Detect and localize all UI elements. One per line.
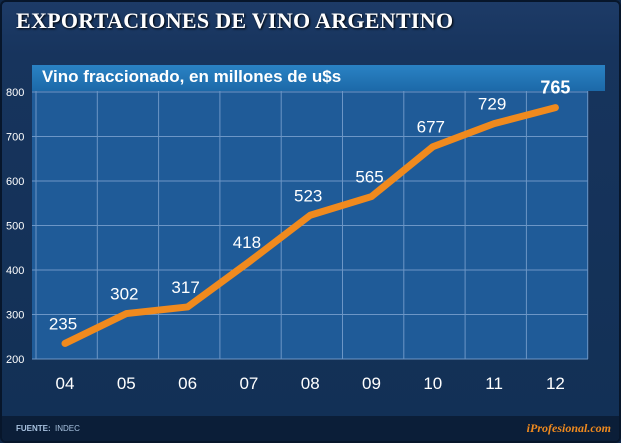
y-tick-label: 400 bbox=[6, 265, 24, 277]
x-axis-ticks: 04 05 06 07 08 09 10 11 12 bbox=[56, 374, 565, 393]
y-tick-label: 200 bbox=[6, 354, 24, 366]
data-label: 565 bbox=[355, 168, 383, 187]
data-label: 418 bbox=[233, 233, 261, 252]
line-chart: 200 300 400 500 600 700 800 04 05 06 07 08 09 10 11 12… bbox=[6, 78, 589, 393]
footer: FUENTE: INDEC iProfesional.com bbox=[2, 416, 619, 441]
y-tick-label: 500 bbox=[6, 221, 24, 233]
data-label: 677 bbox=[417, 118, 445, 137]
y-tick-label: 800 bbox=[6, 87, 24, 99]
chart-title: EXPORTACIONES DE VINO ARGENTINO bbox=[16, 8, 454, 33]
data-label: 235 bbox=[49, 314, 77, 333]
data-label: 302 bbox=[110, 285, 138, 304]
y-tick-label: 600 bbox=[6, 176, 24, 188]
source-label: FUENTE: bbox=[16, 424, 51, 433]
subtitle-bar: Vino fraccionado, en millones de u$s bbox=[32, 65, 605, 91]
x-tick-label: 06 bbox=[178, 374, 197, 393]
series-line bbox=[61, 104, 559, 347]
x-tick-label: 05 bbox=[117, 374, 136, 393]
y-tick-label: 700 bbox=[6, 132, 24, 144]
x-tick-label: 04 bbox=[56, 374, 75, 393]
data-labels: 235 302 317 418 523 565 677 729 765 bbox=[49, 78, 571, 334]
chart-subtitle: Vino fraccionado, en millones de u$s bbox=[42, 67, 342, 86]
brand-logo: iProfesional.com bbox=[526, 421, 611, 435]
data-label: 765 bbox=[540, 78, 570, 98]
x-tick-label: 07 bbox=[239, 374, 258, 393]
x-tick-label: 12 bbox=[546, 374, 565, 393]
data-label: 317 bbox=[171, 278, 199, 297]
y-axis-ticks: 200 300 400 500 600 700 800 bbox=[6, 87, 24, 366]
x-tick-label: 08 bbox=[301, 374, 320, 393]
data-label: 523 bbox=[294, 186, 322, 205]
y-tick-label: 300 bbox=[6, 310, 24, 322]
data-label: 729 bbox=[478, 95, 506, 114]
x-tick-label: 09 bbox=[362, 374, 381, 393]
source-value: INDEC bbox=[55, 424, 80, 433]
x-tick-label: 10 bbox=[423, 374, 442, 393]
x-tick-label: 11 bbox=[485, 374, 503, 393]
